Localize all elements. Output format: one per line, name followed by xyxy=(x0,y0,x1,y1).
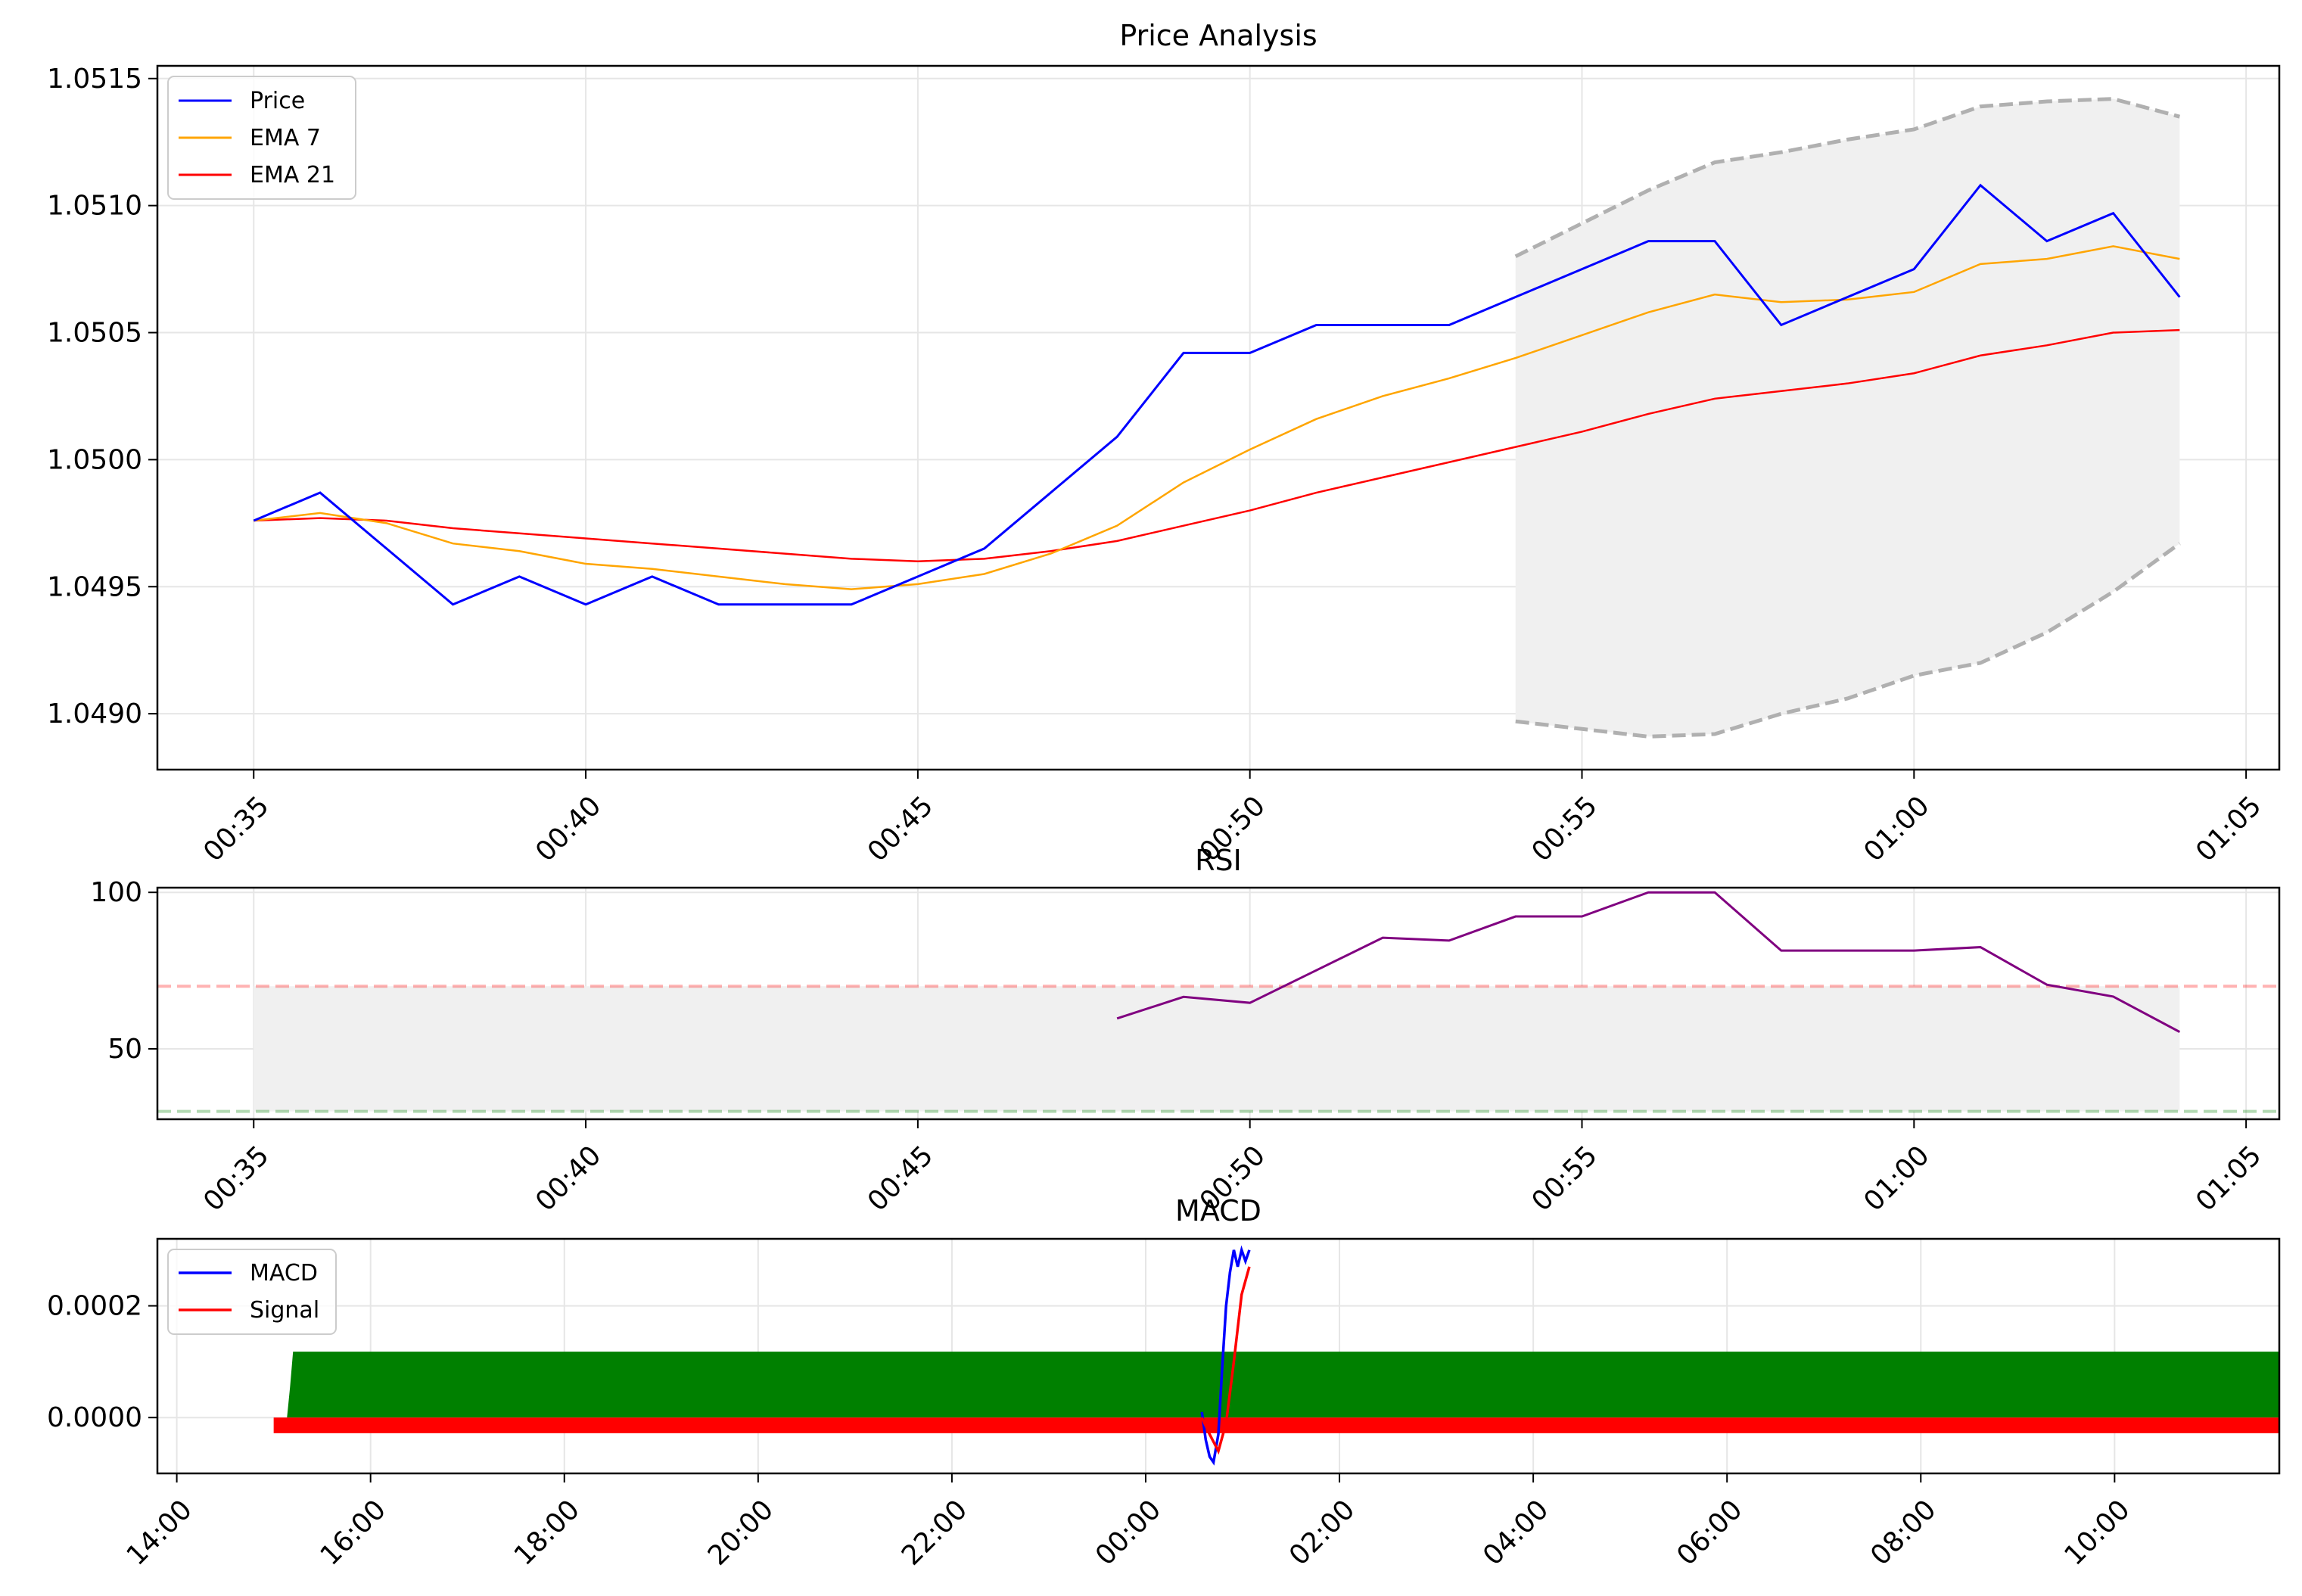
macd-legend: MACD Signal xyxy=(167,1249,337,1335)
macd-ytick-label: 0.0000 xyxy=(47,1402,142,1433)
macd-series-signal xyxy=(1200,1266,1251,1455)
rsi-xtick-label: 01:05 xyxy=(2190,1140,2267,1217)
macd-xtick-label: 18:00 xyxy=(509,1494,586,1571)
rsi-plot-area xyxy=(157,891,2279,1113)
rsi-panel: 00:35 00:40 00:45 00:50 00:55 01:00 01:0550100… xyxy=(90,844,2281,1218)
price-axes-frame xyxy=(156,64,2281,771)
macd-xtick-label: 22:00 xyxy=(896,1494,973,1571)
price-ytick-label: 1.0505 xyxy=(47,318,142,349)
macd-xtick-label: 16:00 xyxy=(315,1494,392,1571)
legend-label-ema-7: EMA 7 xyxy=(250,125,321,151)
rsi-chart-title: RSI xyxy=(1195,844,1242,877)
price-chart-title: Price Analysis xyxy=(1119,19,1317,52)
macd-xtick-label: 08:00 xyxy=(1865,1494,1942,1571)
macd-series-macd xyxy=(1200,1245,1251,1466)
forecast-upper-bound xyxy=(1514,97,2181,259)
rsi-xtick-label: 00:45 xyxy=(862,1140,939,1217)
rsi-xtick-label: 00:40 xyxy=(530,1140,607,1217)
macd-panel: 14:00 16:00 18:00 20:00 22:00 00:00 02:00 04:00… xyxy=(47,1194,2281,1572)
macd-plot-area xyxy=(273,1245,2279,1466)
macd-xtick-label: 00:00 xyxy=(1090,1494,1167,1571)
macd-xtick-label: 02:00 xyxy=(1283,1494,1361,1571)
macd-xtick-label: 14:00 xyxy=(121,1494,198,1571)
price-ytick-label: 1.0490 xyxy=(47,698,142,730)
legend-label-ema-21: EMA 21 xyxy=(250,162,335,188)
rsi-series-line xyxy=(1116,891,2181,1033)
price-ytick-label: 1.0515 xyxy=(47,64,142,95)
macd-ytick-label: 0.0002 xyxy=(47,1291,142,1322)
macd-xtick-label: 04:00 xyxy=(1477,1494,1554,1571)
price-ytick-label: 1.0500 xyxy=(47,444,142,475)
forecast-band-fill xyxy=(1515,98,2180,737)
rsi-axes-frame xyxy=(156,886,2281,1121)
macd-xtick-label: 10:00 xyxy=(2058,1494,2136,1571)
price-xtick-label: 00:40 xyxy=(530,790,607,867)
macd-legend-label-macd: MACD xyxy=(250,1260,318,1286)
rsi-xtick-label: 01:00 xyxy=(1858,1140,1935,1217)
price-series-price xyxy=(253,183,2181,606)
price-xtick-label: 00:35 xyxy=(198,790,275,867)
price-series-ema-7 xyxy=(254,245,2180,590)
price-ytick-label: 1.0510 xyxy=(47,191,142,222)
macd-legend-box xyxy=(167,1249,337,1335)
macd-axes-frame xyxy=(156,1237,2281,1475)
price-legend: Price EMA 7 EMA 21 xyxy=(167,76,356,200)
price-xtick-label: 01:00 xyxy=(1858,790,1935,867)
price-xtick-label: 00:45 xyxy=(862,790,939,867)
price-panel: Price Analysis 00:35 00:40 00:45 00:50 00:55… xyxy=(47,19,2281,868)
rsi-xtick-label: 00:35 xyxy=(198,1140,275,1217)
macd-histogram-negative xyxy=(273,1417,2279,1433)
macd-chart-title: MACD xyxy=(1175,1194,1261,1227)
rsi-xtick-label: 00:55 xyxy=(1526,1140,1604,1217)
legend-label-price: Price xyxy=(250,88,305,114)
price-xtick-label: 00:55 xyxy=(1526,790,1604,867)
macd-xtick-label: 20:00 xyxy=(702,1494,779,1571)
price-ytick-label: 1.0495 xyxy=(47,571,142,602)
macd-xtick-label: 06:00 xyxy=(1671,1494,1748,1571)
macd-legend-label-signal: Signal xyxy=(250,1297,319,1324)
rsi-ytick-label: 100 xyxy=(90,877,142,908)
rsi-ytick-label: 50 xyxy=(107,1034,142,1065)
rsi-neutral-zone xyxy=(254,986,2180,1112)
price-series-ema-21 xyxy=(254,328,2180,562)
forecast-lower-bound xyxy=(1515,542,2181,739)
macd-histogram-positive xyxy=(287,1352,2279,1418)
price-xtick-label: 01:05 xyxy=(2190,790,2267,867)
price-plot-area xyxy=(253,97,2181,739)
price-legend-box xyxy=(167,76,356,200)
